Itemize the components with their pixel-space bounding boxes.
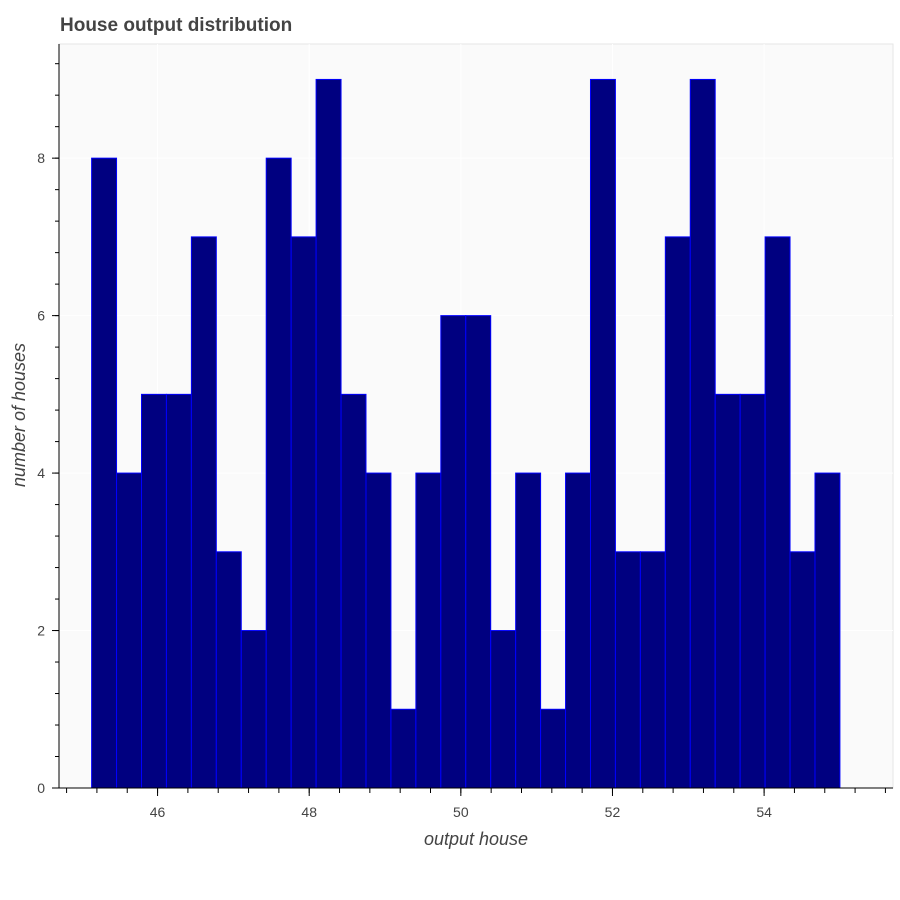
y-axis-ticks: 0 2 4 6 8 <box>37 63 59 796</box>
histogram-bar <box>415 472 442 789</box>
histogram-bar <box>91 157 118 789</box>
histogram-bar <box>140 393 167 789</box>
histogram-bar <box>165 393 192 789</box>
histogram-bar <box>265 157 292 789</box>
histogram-bar <box>190 236 217 789</box>
histogram-bar <box>814 472 841 789</box>
y-tick-label: 8 <box>37 150 45 166</box>
x-tick-label: 50 <box>453 804 469 820</box>
histogram-bar <box>664 236 691 789</box>
histogram-bar <box>240 630 267 789</box>
histogram-bar <box>365 472 392 789</box>
histogram-bar <box>315 78 342 789</box>
histogram-bars <box>91 78 841 789</box>
y-tick-label: 2 <box>37 623 45 639</box>
histogram-bar <box>565 472 591 789</box>
y-tick-label: 4 <box>37 465 45 481</box>
histogram-bar <box>714 393 741 789</box>
x-tick-label: 48 <box>301 804 317 820</box>
x-tick-label: 46 <box>150 804 166 820</box>
x-tick-label: 52 <box>605 804 621 820</box>
histogram-bar <box>340 393 367 789</box>
histogram-bar <box>215 551 242 789</box>
histogram-bar <box>540 708 567 789</box>
histogram-bar <box>390 708 417 789</box>
histogram-bar <box>116 472 142 789</box>
y-tick-label: 6 <box>37 308 45 324</box>
histogram-bar <box>614 551 641 789</box>
histogram-bar <box>440 315 467 789</box>
histogram-bar <box>515 472 542 789</box>
y-tick-label: 0 <box>37 780 45 796</box>
histogram-bar <box>739 393 766 789</box>
chart-title: House output distribution <box>60 15 292 36</box>
histogram-bar <box>290 236 317 789</box>
histogram-bar <box>789 551 816 789</box>
histogram-bar <box>465 315 492 789</box>
x-axis-label: output house <box>424 829 528 849</box>
y-axis-label: number of houses <box>9 343 29 487</box>
histogram-bar <box>639 551 666 789</box>
histogram-bar <box>764 236 791 789</box>
x-axis-ticks: 46 48 50 52 54 <box>66 788 886 820</box>
x-tick-label: 54 <box>756 804 772 820</box>
histogram-bar <box>490 630 517 789</box>
histogram-bar <box>689 78 716 789</box>
histogram-bar <box>589 78 616 789</box>
